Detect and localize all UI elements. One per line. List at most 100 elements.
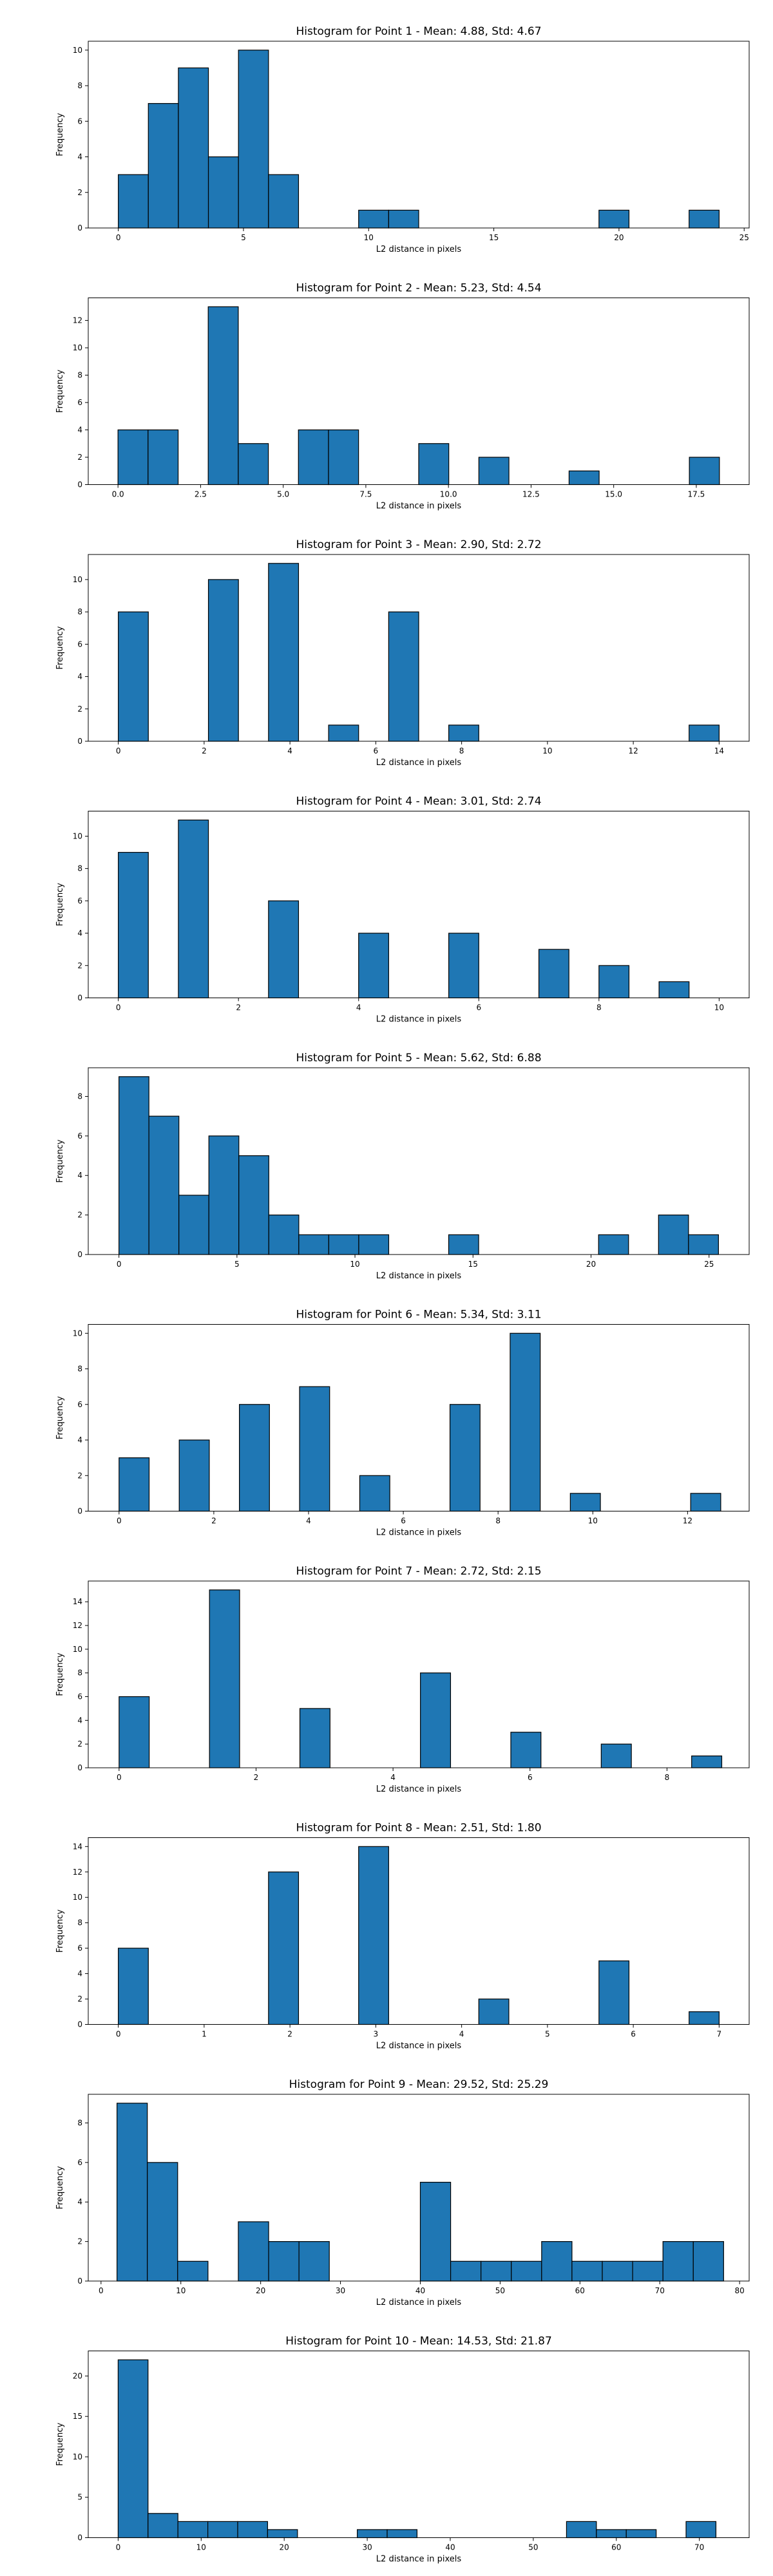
plot-frame (88, 1067, 750, 1255)
x-axis-label: L2 distance in pixels (376, 1785, 462, 1794)
y-tick-label: 2 (77, 1211, 82, 1220)
y-tick-label: 14 (73, 1597, 82, 1606)
chart-title: Histogram for Point 9 - Mean: 29.52, Std… (289, 2078, 549, 2091)
x-tick-label: 50 (528, 2543, 538, 2552)
chart-title: Histogram for Point 4 - Mean: 3.01, Std:… (296, 795, 541, 808)
y-tick-label: 6 (77, 1944, 82, 1953)
histogram-panel-6: Histogram for Point 6 - Mean: 5.34, Std:… (55, 1309, 750, 1538)
x-tick-label: 6 (528, 1773, 533, 1782)
x-tick-label: 2 (211, 1517, 216, 1526)
y-tick-label: 2 (77, 705, 82, 714)
y-tick-label: 5 (77, 2493, 82, 2502)
histogram-bar (448, 724, 479, 742)
x-axis-label: L2 distance in pixels (376, 502, 462, 511)
x-tick-label: 2.5 (195, 490, 207, 499)
histogram-bar (267, 2529, 298, 2539)
histogram-bar (148, 103, 179, 229)
histogram-bar (419, 2181, 452, 2282)
y-tick-label: 8 (77, 1365, 82, 1374)
histogram-bar (117, 2359, 149, 2539)
x-tick-label: 2 (287, 2030, 292, 2039)
x-tick-label: 2 (236, 1003, 241, 1012)
y-tick-label: 4 (77, 426, 82, 435)
y-tick-label: 0 (77, 737, 82, 746)
histogram-bar (691, 1755, 723, 1768)
histogram-bar (177, 2260, 209, 2282)
y-tick-label: 4 (77, 1969, 82, 1978)
histogram-bar (598, 1960, 630, 2025)
x-tick-label: 4 (287, 746, 292, 755)
chart-title: Histogram for Point 3 - Mean: 2.90, Std:… (296, 538, 541, 551)
histogram-bar (658, 981, 690, 999)
y-tick-label: 4 (77, 929, 82, 938)
histogram-bar (209, 1589, 240, 1768)
histogram-bar (386, 2529, 418, 2539)
y-tick-label: 4 (77, 1435, 82, 1444)
x-tick-label: 6 (476, 1003, 481, 1012)
histogram-bar (448, 933, 479, 999)
y-tick-label: 0 (77, 480, 82, 489)
y-tick-label: 0 (77, 1507, 82, 1516)
x-tick-label: 25 (740, 233, 749, 242)
x-axis-label: L2 distance in pixels (376, 2555, 462, 2564)
x-axis-label: L2 distance in pixels (376, 245, 462, 254)
histogram-bar (688, 1234, 719, 1255)
y-tick-label: 6 (77, 896, 82, 905)
x-tick-label: 8 (495, 1517, 501, 1526)
x-tick-label: 0 (116, 1003, 121, 1012)
histogram-bar (690, 1493, 721, 1512)
x-tick-label: 10 (542, 746, 552, 755)
x-tick-label: 0 (116, 2543, 121, 2552)
y-tick-label: 8 (77, 864, 82, 873)
plot-frame (88, 1837, 750, 2025)
histogram-bar (148, 1115, 180, 1255)
histogram-bar (177, 2521, 209, 2539)
y-tick-label: 10 (73, 1329, 82, 1338)
x-tick-label: 30 (336, 2286, 345, 2295)
chart-title: Histogram for Point 8 - Mean: 2.51, Std:… (296, 1822, 541, 1835)
y-tick-label: 10 (73, 1645, 82, 1654)
histogram-bar (566, 2521, 597, 2539)
y-tick-label: 2 (77, 961, 82, 970)
y-tick-label: 10 (73, 831, 82, 840)
x-tick-label: 5 (241, 233, 246, 242)
x-tick-label: 10 (364, 233, 374, 242)
x-tick-label: 0 (117, 1260, 122, 1269)
x-tick-label: 70 (694, 2543, 704, 2552)
y-tick-label: 6 (77, 398, 82, 407)
x-tick-label: 2 (254, 1773, 259, 1782)
x-tick-label: 20 (586, 1260, 596, 1269)
chart-title: Histogram for Point 2 - Mean: 5.23, Std:… (296, 282, 541, 295)
histogram-bar (148, 429, 179, 486)
histogram-bar (598, 965, 630, 999)
histogram-bar (481, 2260, 512, 2282)
x-tick-label: 5 (545, 2030, 550, 2039)
histogram-bar (118, 1947, 149, 2025)
histogram-bar (658, 1215, 689, 1255)
y-axis-label: Frequency (55, 1653, 65, 1696)
histogram-bar (569, 1493, 601, 1512)
histogram-bar (388, 209, 419, 229)
y-tick-label: 20 (73, 2371, 82, 2380)
histogram-bar (598, 1234, 629, 1255)
histogram-bar (117, 2103, 148, 2282)
histogram-bar (358, 209, 389, 229)
histogram-bar (238, 443, 269, 486)
y-tick-label: 10 (73, 2452, 82, 2461)
y-tick-label: 6 (77, 117, 82, 126)
histogram-panel-4: Histogram for Point 4 - Mean: 3.01, Std:… (55, 795, 750, 1025)
y-tick-label: 0 (77, 1250, 82, 1259)
histogram-bar (207, 306, 239, 486)
histogram-panel-8: Histogram for Point 8 - Mean: 2.51, Std:… (55, 1822, 750, 2051)
histogram-bar (625, 2529, 657, 2539)
x-tick-label: 4 (356, 1003, 361, 1012)
histogram-bar (268, 1871, 300, 2025)
y-tick-label: 2 (77, 2237, 82, 2246)
histogram-bar (238, 2221, 269, 2282)
chart-title: Histogram for Point 7 - Mean: 2.72, Std:… (296, 1565, 541, 1578)
y-tick-label: 8 (77, 1669, 82, 1678)
y-tick-label: 10 (73, 343, 82, 352)
y-tick-label: 2 (77, 1739, 82, 1748)
x-tick-label: 20 (280, 2543, 289, 2552)
